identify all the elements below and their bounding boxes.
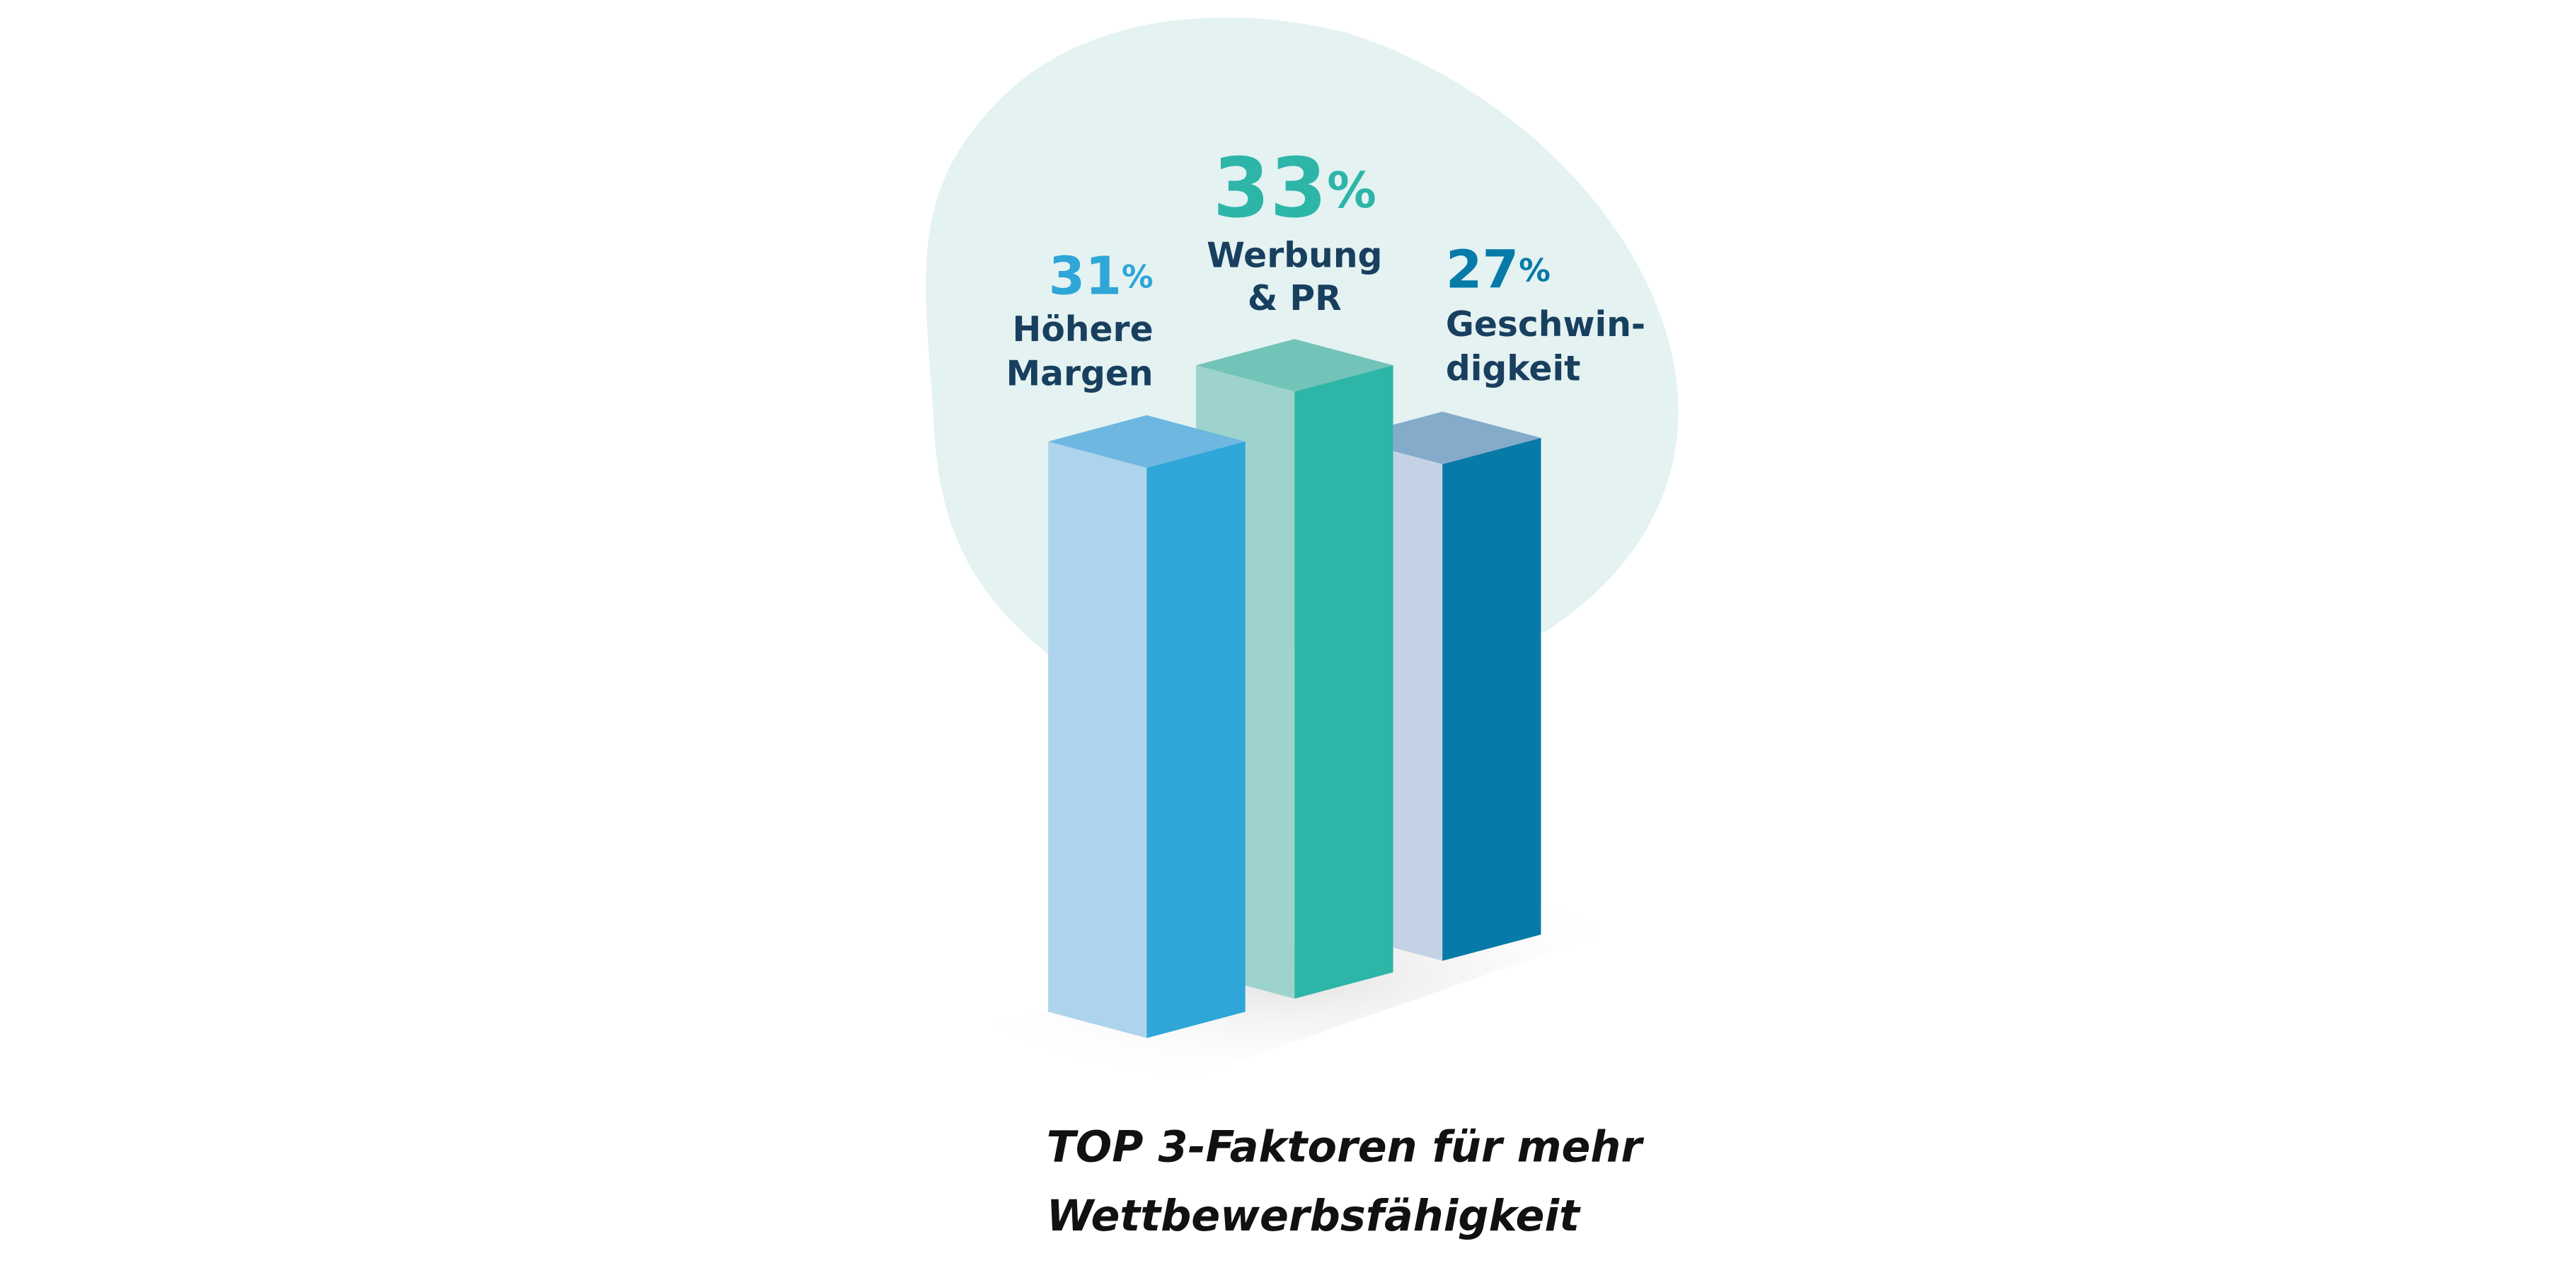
category-label: Werbung [1207,236,1382,275]
value-label: 27% [1446,238,1551,300]
category-label: Margen [1006,355,1154,394]
bar-right-face [1146,441,1246,1039]
value-label: 33% [1213,141,1376,236]
bars [1048,339,1541,1039]
labels: 27% Geschwin-digkeit 33%Werbung & PR 31%Höhe… [1006,141,1646,394]
bar [1048,415,1246,1039]
bar-top-face [1048,415,1246,468]
bar-right-face [1294,365,1393,999]
chart-title-line: TOP 3-Faktoren für mehr [1047,1122,1645,1172]
value-label: 31% [1049,245,1154,306]
category-label: & PR [1248,279,1342,318]
category-label: Höhere [1013,310,1154,350]
category-label: Geschwin- [1446,305,1645,345]
category-label: digkeit [1446,350,1581,389]
chart-title-line: Wettbewerbsfähigkeit [1047,1192,1581,1241]
bar-left-face [1048,441,1147,1039]
bar-right-face [1442,437,1541,961]
